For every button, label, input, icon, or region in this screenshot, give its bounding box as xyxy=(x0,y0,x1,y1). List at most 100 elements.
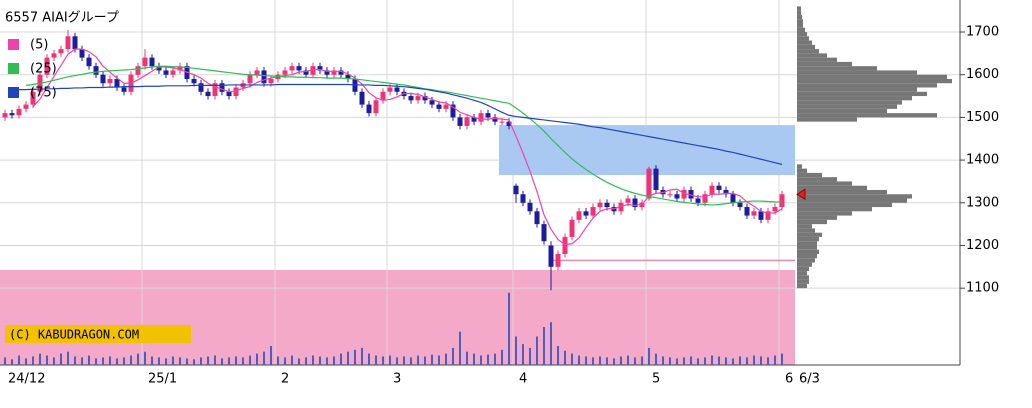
candle-body xyxy=(765,211,771,220)
volume-bar xyxy=(200,357,202,365)
candle-body xyxy=(646,168,652,199)
volume-bar xyxy=(781,353,783,365)
volume-bar xyxy=(368,353,370,365)
profile-bar xyxy=(797,14,802,20)
legend-label: (5) xyxy=(30,38,48,53)
volume-bar xyxy=(53,357,55,365)
volume-bar xyxy=(123,357,125,365)
candle-body xyxy=(457,117,463,126)
volume-bar xyxy=(669,357,671,365)
volume-bar xyxy=(473,353,475,365)
legend-swatch xyxy=(8,63,19,74)
volume-bar xyxy=(536,336,538,365)
candle-body xyxy=(191,78,197,84)
profile-bar xyxy=(797,207,872,212)
candle-body xyxy=(548,245,554,267)
candle-body xyxy=(310,66,316,75)
volume-bar xyxy=(522,344,524,365)
candle-body xyxy=(772,207,778,212)
profile-bar xyxy=(797,117,857,122)
candle-body xyxy=(23,104,29,109)
candle-body xyxy=(303,70,309,75)
volume-bar xyxy=(256,353,258,365)
profile-bar xyxy=(797,104,897,109)
profile-bar xyxy=(797,32,807,37)
volume-bar xyxy=(186,358,188,365)
volume-bar xyxy=(410,357,412,365)
candle-body xyxy=(51,53,57,58)
candle-body xyxy=(464,117,470,126)
volume-bar xyxy=(284,357,286,365)
volume-bar xyxy=(550,322,552,365)
candle-body xyxy=(681,189,687,199)
volume-bar xyxy=(767,357,769,365)
volume-bar xyxy=(599,356,601,365)
candle-body xyxy=(695,198,701,203)
volume-bar xyxy=(375,355,377,365)
candle-body xyxy=(520,194,526,203)
candle-body xyxy=(674,194,680,199)
candle-body xyxy=(2,113,8,118)
candle-body xyxy=(79,49,85,58)
candle-body xyxy=(415,96,421,101)
candle-body xyxy=(499,121,505,123)
candle-body xyxy=(373,100,379,114)
candle-body xyxy=(436,104,442,109)
candle-body xyxy=(730,194,736,203)
profile-bar xyxy=(797,224,812,229)
volume-bar xyxy=(151,356,153,365)
volume-bar xyxy=(235,356,237,365)
candle-body xyxy=(198,83,204,92)
candle-body xyxy=(604,202,610,208)
candle-body xyxy=(541,224,547,242)
candle-body xyxy=(324,70,330,75)
volume-bar xyxy=(88,355,90,365)
candle-body xyxy=(702,194,708,203)
candle-body xyxy=(625,198,631,203)
candle-body xyxy=(58,49,64,54)
volume-bar xyxy=(620,356,622,365)
volume-bar xyxy=(158,357,160,365)
latest-date: 6/3 xyxy=(799,372,820,387)
volume-bar xyxy=(193,359,195,365)
profile-bar xyxy=(797,181,852,186)
x-tick-label: 2 xyxy=(281,372,289,387)
volume-bar xyxy=(403,356,405,365)
profile-bar xyxy=(797,215,837,220)
candle-body xyxy=(296,66,302,71)
volume-bar xyxy=(74,356,76,365)
volume-bar xyxy=(179,357,181,365)
candle-body xyxy=(254,70,260,75)
profile-bar xyxy=(797,44,815,50)
candle-body xyxy=(9,113,15,116)
candle-body xyxy=(597,202,603,208)
volume-bar xyxy=(39,353,41,365)
candle-body xyxy=(93,66,99,75)
profile-bar xyxy=(797,279,809,284)
watermark-box xyxy=(5,325,191,343)
profile-bar xyxy=(797,189,887,195)
candle-body xyxy=(86,57,92,67)
volume-bar xyxy=(662,356,664,365)
volume-bar xyxy=(32,356,34,365)
x-tick-label: 25/1 xyxy=(148,372,177,387)
candle-body xyxy=(317,66,323,71)
volume-bar xyxy=(130,355,132,365)
profile-bar xyxy=(797,91,927,97)
candle-body xyxy=(450,104,456,118)
volume-bar xyxy=(249,355,251,365)
candle-body xyxy=(618,202,624,212)
profile-bar xyxy=(797,74,947,79)
volume-bar xyxy=(613,358,615,365)
candle-body xyxy=(100,74,106,84)
candle-body xyxy=(72,36,78,50)
candle-body xyxy=(121,87,127,92)
volume-bar xyxy=(60,353,62,365)
profile-bar xyxy=(797,283,807,289)
volume-bar xyxy=(291,355,293,365)
volume-bar xyxy=(431,354,433,365)
volume-bar xyxy=(4,357,6,365)
legend-swatch xyxy=(8,39,19,50)
volume-bar xyxy=(718,356,720,365)
profile-bar xyxy=(797,78,952,84)
